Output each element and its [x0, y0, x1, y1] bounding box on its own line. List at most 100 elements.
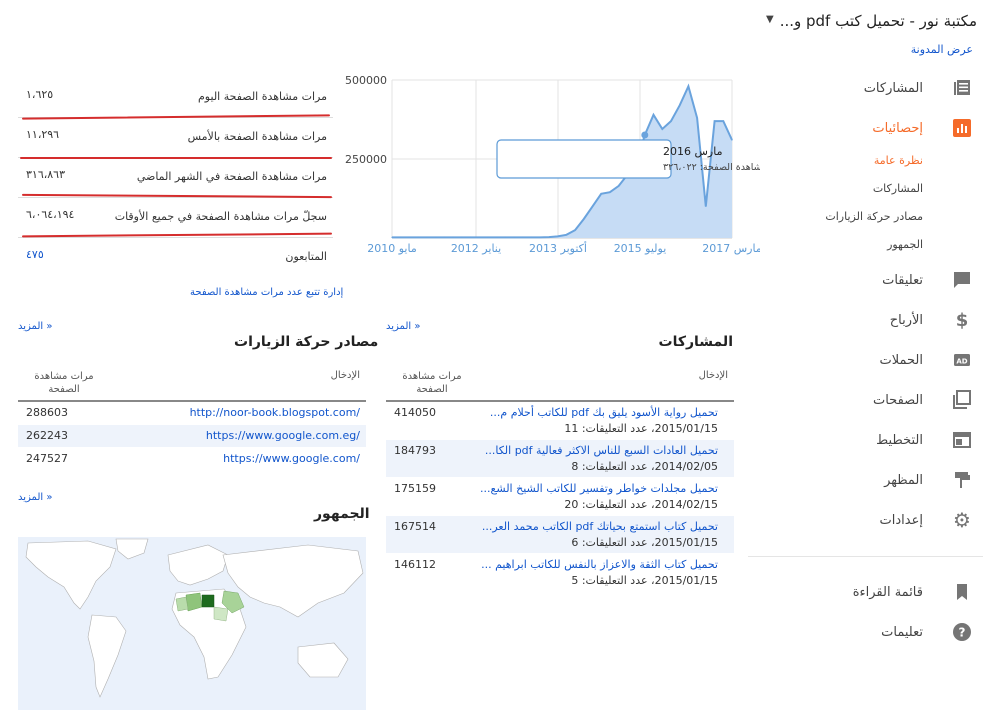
map-south-america — [87, 614, 127, 698]
traffic-more-link[interactable]: المزيد » — [18, 321, 53, 332]
blog-title[interactable]: مكتبة نور - تحميل كتب pdf و... — [779, 12, 977, 30]
sidebar-item-layout[interactable]: التخطيط — [758, 426, 973, 454]
sidebar-item-pages[interactable]: الصفحات — [758, 386, 973, 414]
posts-section-title: المشاركات — [658, 334, 733, 350]
table-row: تحميل العادات السبع للناس الاكثر فعالية … — [386, 440, 734, 478]
post-meta-sep: ، — [647, 498, 655, 511]
stat-value: ٣١٦،٨٦٣ — [26, 168, 65, 181]
traffic-section-title: مصادر حركة الزيارات — [234, 334, 379, 350]
sidebar: مكتبة نور - تحميل كتب pdf و... ▼ عرض الم… — [748, 0, 983, 728]
chart-point — [574, 229, 576, 231]
chart-svg: 500000 250000 مايو 2010 يناير 2012 أكتوبر 2… — [345, 74, 792, 255]
post-title-link[interactable]: تحميل رواية الأسود يليق بك pdf للكاتب أح… — [489, 406, 718, 419]
pages-icon — [951, 389, 973, 411]
post-meta-sep: ، — [647, 536, 655, 549]
audience-section-title: الجمهور — [314, 506, 370, 522]
x-tick-label: مارس 2017 — [702, 242, 760, 255]
chevron-down-icon[interactable]: ▼ — [766, 14, 774, 25]
dollar-icon: $ — [955, 309, 969, 331]
post-title-link[interactable]: تحميل مجلدات خواطر وتفسير للكاتب الشيخ ا… — [480, 482, 718, 495]
traffic-source-link[interactable]: https://www.google.com/ — [223, 452, 360, 465]
chart-point — [705, 205, 707, 207]
posts-more-link[interactable]: المزيد » — [386, 321, 421, 332]
chart-point — [618, 185, 620, 187]
table-row: http://noor-book.blogspot.com/288603 — [18, 402, 366, 425]
table-header: الإدخال مرات مشاهدة الصفحة — [386, 366, 734, 402]
post-title-link[interactable]: تحميل كتاب الثقة والاعزاز بالنفس للكاتب … — [481, 558, 718, 571]
sidebar-item-stats[interactable]: إحصائيات — [758, 114, 973, 142]
map-country-egypt[interactable] — [201, 594, 215, 608]
post-meta-sep: ، — [647, 422, 655, 435]
sidebar-item-reading-list[interactable]: قائمة القراءة — [758, 578, 973, 606]
post-date: 2015/01/15 — [654, 574, 718, 587]
map-country-saudi[interactable] — [221, 590, 245, 614]
sidebar-subitem-audience[interactable]: الجمهور — [887, 238, 923, 251]
col-entry: الإدخال — [330, 370, 360, 381]
table-row: https://www.google.com/247527 — [18, 448, 366, 471]
x-tick-label: يناير 2012 — [451, 242, 501, 255]
post-meta-colon: : — [578, 422, 586, 435]
stat-value: ١١،٢٩٦ — [26, 128, 60, 141]
traffic-source-link[interactable]: http://noor-book.blogspot.com/ — [189, 406, 360, 419]
sidebar-item-label: المشاركات — [863, 80, 923, 96]
post-meta: 2014/02/15، عدد التعليقات: 20 — [564, 498, 718, 511]
sidebar-divider — [748, 556, 983, 557]
sidebar-subitem-posts[interactable]: المشاركات — [872, 182, 923, 195]
followers-count-link[interactable]: ٤٧٥ — [26, 248, 44, 261]
table-row: تحميل كتاب استمتع بحياتك pdf الكاتب محمد… — [386, 516, 734, 554]
map-country-algeria[interactable] — [175, 596, 189, 612]
post-comments-label: عدد التعليقات — [585, 498, 648, 511]
tooltip-box — [496, 139, 672, 179]
chart-point — [661, 128, 663, 130]
manage-tracking-link[interactable]: إدارة تتبع عدد مرات مشاهدة الصفحة — [190, 287, 344, 298]
chart-point — [426, 236, 428, 238]
chart-point — [478, 236, 480, 238]
stat-row-last-month: مرات مشاهدة الصفحة في الشهر الماضي ٣١٦،٨… — [18, 158, 333, 198]
stat-row-followers: المتابعون ٤٧٥ — [18, 238, 333, 278]
sidebar-item-theme[interactable]: المظهر — [758, 466, 973, 494]
table-header: الإدخال مرات مشاهدة الصفحة — [18, 366, 366, 402]
traffic-views: 262243 — [26, 429, 68, 442]
post-comments-label: عدد التعليقات — [585, 460, 648, 473]
col-views: مرات مشاهدة الصفحة — [402, 371, 462, 395]
table-row: https://www.google.com.eg/262243 — [18, 425, 366, 448]
stats-icon — [951, 117, 973, 139]
traffic-source-link[interactable]: https://www.google.com.eg/ — [205, 429, 360, 442]
traffic-views: 288603 — [26, 406, 68, 419]
chart-point — [530, 236, 533, 238]
bookmark-icon — [951, 581, 973, 603]
post-title-link[interactable]: تحميل كتاب استمتع بحياتك pdf الكاتب محمد… — [481, 520, 718, 533]
post-views: 146112 — [394, 558, 436, 571]
chart-point — [696, 117, 698, 119]
tooltip-date: مارس 2016 — [663, 145, 723, 158]
post-views: 175159 — [394, 482, 436, 495]
sidebar-item-comments[interactable]: تعليقات — [758, 266, 973, 294]
table-row: تحميل رواية الأسود يليق بك pdf للكاتب أح… — [386, 402, 734, 440]
chart-point — [687, 85, 689, 87]
post-meta-sep: ، — [647, 574, 655, 587]
sidebar-item-posts[interactable]: المشاركات — [758, 74, 973, 102]
view-blog-link[interactable]: عرض المدونة — [910, 43, 973, 56]
sidebar-item-campaigns[interactable]: AD الحملات — [758, 346, 973, 374]
paint-roller-icon — [951, 469, 973, 491]
col-entry: الإدخال — [698, 370, 728, 381]
chart-point — [539, 236, 541, 238]
world-map-svg — [25, 538, 364, 698]
stat-label: المتابعون — [285, 250, 327, 263]
chart-point — [522, 236, 524, 238]
sidebar-subitem-traffic[interactable]: مصادر حركة الزيارات — [825, 210, 923, 223]
sidebar-item-settings[interactable]: ⚙ إعدادات — [758, 506, 973, 534]
sidebar-subitem-overview[interactable]: نظرة عامة — [873, 154, 923, 167]
post-comments-count: 8 — [571, 460, 579, 473]
post-views: 414050 — [394, 406, 436, 419]
post-comments-count: 20 — [564, 498, 579, 511]
chart-point — [408, 236, 410, 238]
chart-highlight-point[interactable] — [641, 131, 649, 139]
post-title-link[interactable]: تحميل العادات السبع للناس الاكثر فعالية … — [484, 444, 718, 457]
map-country-sudan[interactable] — [213, 606, 229, 622]
sidebar-item-label: تعليقات — [882, 272, 923, 288]
audience-more-link[interactable]: المزيد » — [18, 492, 53, 503]
comments-icon — [951, 269, 973, 291]
sidebar-item-help[interactable]: ? تعليمات — [758, 618, 973, 646]
sidebar-item-earnings[interactable]: $ الأرباح — [758, 306, 973, 334]
